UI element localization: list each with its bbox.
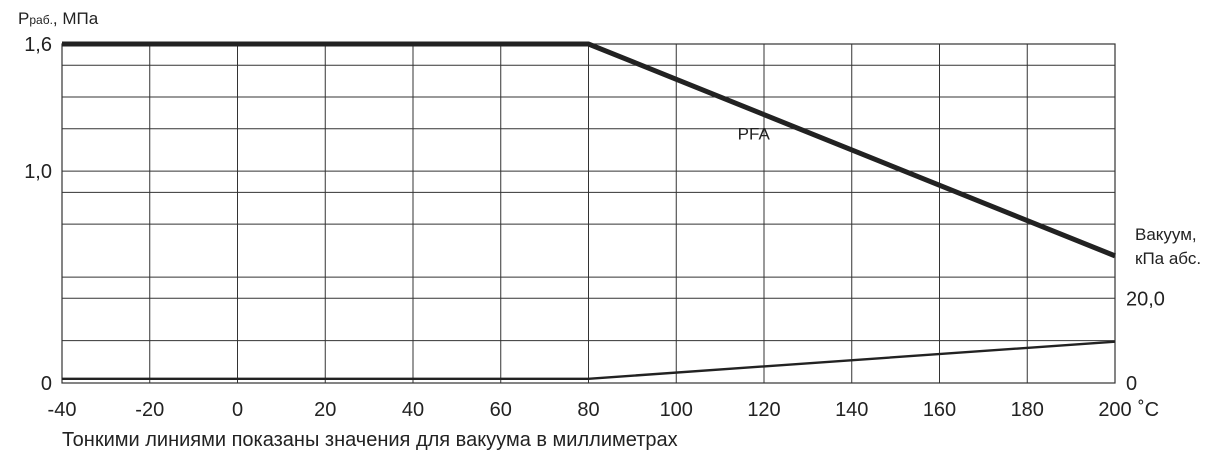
- tick-labels: PFA -40 -20 0 20 40 60 80 100 120 140 160 180 200 0 1,0…: [24, 34, 1165, 421]
- x-tick-label: 120: [747, 399, 780, 421]
- series-line-vacuum: [62, 340, 1116, 380]
- y-axis-label-unit: , МПа: [53, 9, 99, 28]
- series-lines: [62, 41, 1116, 380]
- y2-tick-label: 20,0: [1126, 288, 1165, 310]
- axis-labels: Pраб., МПа Вакуум, кПа абс. ˚C: [18, 9, 1201, 421]
- x-tick-label: 20: [314, 399, 336, 421]
- y2-axis-label-line2: кПа абс.: [1135, 249, 1201, 268]
- y-axis-label-sub: раб.: [29, 13, 53, 27]
- grid: [61, 43, 1116, 384]
- x-tick-label: 80: [577, 399, 599, 421]
- x-tick-label: 40: [402, 399, 424, 421]
- y-axis-label-main: P: [18, 9, 29, 28]
- annotation-pfa: PFA: [738, 124, 771, 143]
- y-tick-label: 1,0: [24, 161, 52, 183]
- x-axis-unit: ˚C: [1138, 399, 1159, 421]
- y2-axis-label-line1: Вакуум,: [1135, 225, 1197, 244]
- x-tick-label: -40: [48, 399, 77, 421]
- x-tick-label: 60: [490, 399, 512, 421]
- x-tick-label: 160: [923, 399, 956, 421]
- series-line-pfa: [62, 41, 1116, 259]
- x-tick-label: 0: [232, 399, 243, 421]
- x-tick-label: 200: [1098, 399, 1131, 421]
- x-tick-label: 140: [835, 399, 868, 421]
- y-axis-label: Pраб., МПа: [18, 9, 99, 28]
- x-tick-label: -20: [135, 399, 164, 421]
- y-tick-label: 1,6: [24, 34, 52, 56]
- y2-tick-label: 0: [1126, 373, 1137, 395]
- footnote: Тонкими линиями показаны значения для ва…: [62, 429, 678, 451]
- x-tick-label: 180: [1011, 399, 1044, 421]
- y-tick-label: 0: [41, 373, 52, 395]
- x-tick-label: 100: [660, 399, 693, 421]
